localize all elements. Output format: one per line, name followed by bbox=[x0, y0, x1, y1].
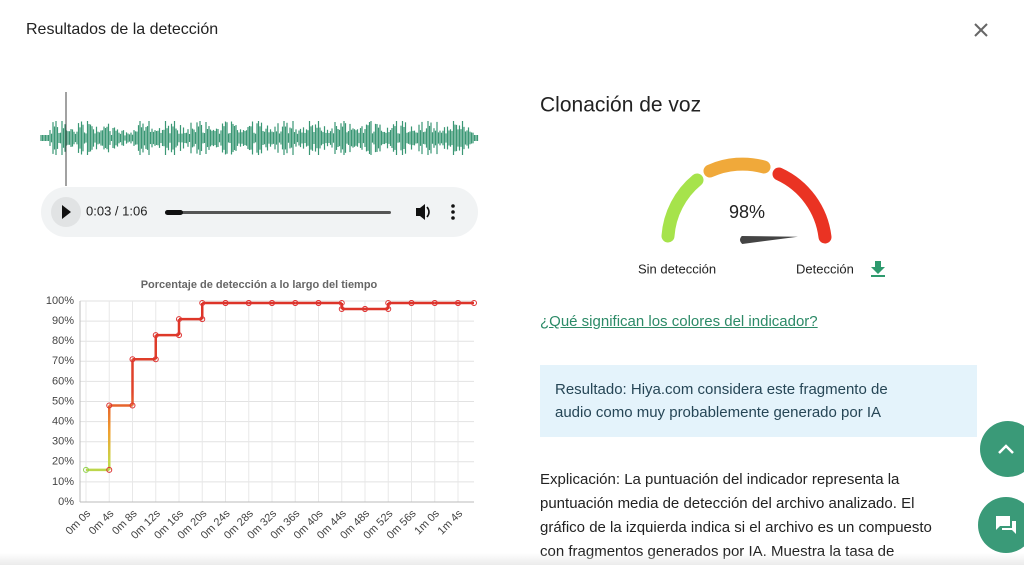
close-button[interactable] bbox=[974, 23, 988, 37]
dialog-title: Resultados de la detección bbox=[26, 21, 218, 38]
gauge-low-label: Sin detección bbox=[638, 261, 716, 276]
point bbox=[152, 332, 159, 339]
colors-link[interactable]: ¿Qué significan los colores del indicado… bbox=[540, 313, 818, 330]
point bbox=[338, 306, 345, 313]
point bbox=[106, 402, 113, 409]
y-tick-label: 40% bbox=[52, 416, 74, 428]
x-tick-label: 0m 0s bbox=[63, 507, 93, 537]
point bbox=[152, 356, 159, 363]
y-tick-label: 70% bbox=[52, 355, 74, 367]
point bbox=[385, 306, 392, 313]
fade bbox=[0, 553, 1024, 565]
menu-button[interactable] bbox=[451, 204, 455, 220]
point bbox=[455, 300, 461, 307]
chat-icon bbox=[996, 516, 1016, 534]
y-tick-label: 50% bbox=[52, 395, 74, 407]
gauge-value: 98% bbox=[729, 202, 765, 222]
point bbox=[222, 300, 229, 307]
point bbox=[106, 466, 113, 473]
point bbox=[176, 316, 182, 323]
gauge-mid bbox=[703, 157, 771, 178]
x-tick-label: 1m 0s bbox=[412, 507, 442, 537]
y-tick-label: 0% bbox=[58, 496, 74, 508]
point bbox=[245, 300, 252, 307]
player-time: 0:03 / 1:06 bbox=[86, 203, 147, 218]
point bbox=[129, 356, 136, 363]
point bbox=[471, 300, 477, 307]
point bbox=[362, 306, 368, 313]
y-tick-label: 60% bbox=[52, 375, 74, 387]
point bbox=[199, 300, 206, 307]
y-tick-label: 100% bbox=[46, 295, 74, 307]
result-box bbox=[540, 365, 977, 437]
panel-heading: Clonación de voz bbox=[540, 94, 701, 117]
gauge-high bbox=[772, 167, 832, 244]
y-tick-label: 20% bbox=[52, 456, 74, 468]
point bbox=[199, 316, 206, 323]
point bbox=[385, 300, 392, 307]
play-icon bbox=[62, 205, 71, 219]
explanation-text: Explicación: La puntuación del indicador… bbox=[540, 471, 932, 560]
waveform bbox=[40, 121, 479, 155]
chart-title: Porcentaje de detección a lo largo del t… bbox=[141, 279, 378, 291]
point bbox=[315, 300, 322, 307]
download-button[interactable] bbox=[871, 261, 885, 277]
gauge-high-label: Detección bbox=[796, 261, 854, 276]
gauge: 98% bbox=[661, 157, 832, 244]
volume-button[interactable] bbox=[416, 204, 430, 220]
y-tick-label: 30% bbox=[52, 436, 74, 448]
result-text: Resultado: Hiya.com considera este fragm… bbox=[555, 381, 888, 421]
chevron-icon bbox=[998, 444, 1014, 454]
y-tick-label: 80% bbox=[52, 335, 74, 347]
point bbox=[431, 300, 438, 307]
point bbox=[129, 402, 136, 409]
gauge-low bbox=[661, 173, 704, 243]
point bbox=[269, 300, 275, 307]
y-tick-label: 90% bbox=[52, 315, 74, 327]
progress-track[interactable] bbox=[165, 211, 391, 214]
x-tick-label: 1m 4s bbox=[435, 507, 465, 537]
progress-fill bbox=[165, 210, 183, 215]
gauge-needle bbox=[739, 236, 798, 244]
y-tick-label: 10% bbox=[52, 476, 74, 488]
chart: 0% 10% 20% 30% 40% 50% 60% 70% 80% 90% 100% 0m 0s0m… bbox=[46, 295, 477, 542]
point bbox=[292, 300, 299, 307]
point bbox=[408, 300, 415, 307]
point bbox=[83, 466, 89, 473]
point bbox=[338, 300, 345, 307]
x-tick-label: 0m 4s bbox=[87, 507, 117, 537]
point bbox=[176, 332, 182, 339]
